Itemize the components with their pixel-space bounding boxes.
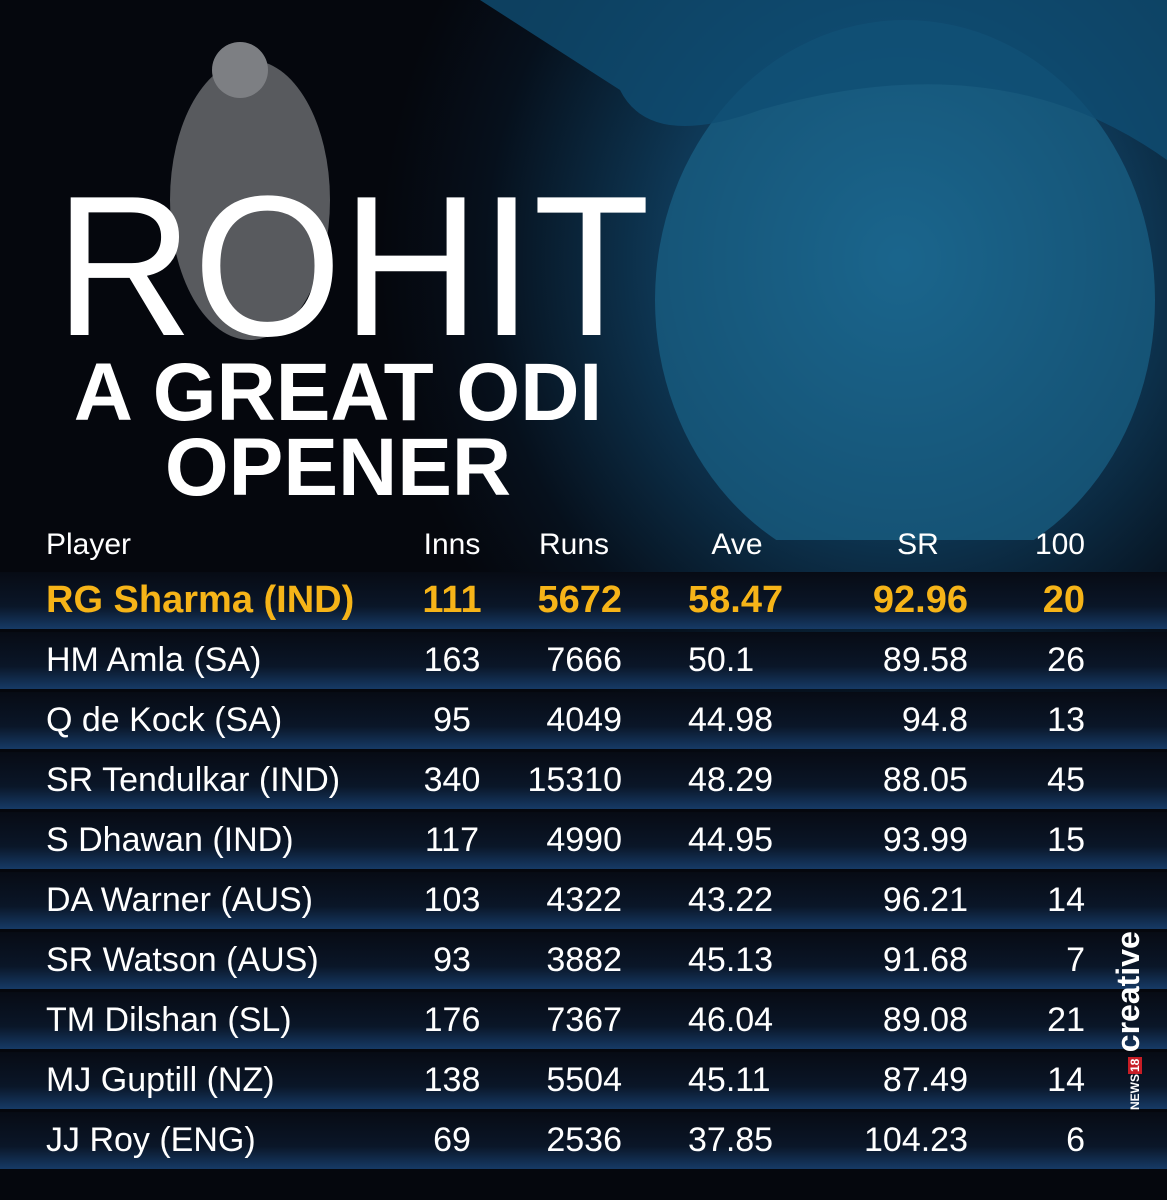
stat-cell: 340 xyxy=(423,761,481,799)
stat-cell: 5672 xyxy=(537,579,622,621)
watermark-news: NEWS xyxy=(1128,1074,1142,1110)
stat-cell: 26 xyxy=(1047,641,1085,679)
stat-cell: 94.8 xyxy=(901,701,968,739)
stat-cell: 44.95 xyxy=(688,821,774,859)
stat-cell: 104.23 xyxy=(864,1121,968,1159)
stat-cell: 111 xyxy=(422,579,482,621)
table-row: SR Watson (AUS) 93 3882 45.13 91.68 7 xyxy=(0,932,1167,989)
table-row: MJ Guptill (NZ) 138 5504 45.11 87.49 14 xyxy=(0,1052,1167,1109)
stat-cell: 13 xyxy=(1047,701,1085,739)
stat-cell: 15 xyxy=(1047,821,1085,859)
table-row: DA Warner (AUS) 103 4322 43.22 96.21 14 xyxy=(0,872,1167,929)
stat-cell: 103 xyxy=(423,881,481,919)
player-photo xyxy=(170,60,330,340)
stat-cell: 3882 xyxy=(546,941,622,979)
stat-cell: 45 xyxy=(1047,761,1085,799)
column-header: SR xyxy=(897,528,939,561)
player-name: RG Sharma (IND) xyxy=(46,579,355,621)
stat-cell: 89.58 xyxy=(882,641,968,679)
stat-cell: 138 xyxy=(423,1061,481,1099)
stat-cell: 4990 xyxy=(546,821,622,859)
subtitle: OPENER xyxy=(165,422,511,513)
stat-cell: 58.47 xyxy=(688,579,784,621)
stat-cell: 95 xyxy=(433,701,471,739)
stat-cell: 96.21 xyxy=(882,881,968,919)
stat-cell: 44.98 xyxy=(688,701,774,739)
stat-cell: 7 xyxy=(1066,941,1085,979)
player-name: SR Tendulkar (IND) xyxy=(46,761,341,799)
table-row: SR Tendulkar (IND) 340 15310 48.29 88.05 45 xyxy=(0,752,1167,809)
stat-cell: 88.05 xyxy=(882,761,968,799)
stat-cell: 176 xyxy=(423,1001,481,1039)
column-header: 100 xyxy=(1034,528,1085,561)
cap-shape xyxy=(480,0,1167,160)
table-row: JJ Roy (ENG) 69 2536 37.85 104.23 6 xyxy=(0,1112,1167,1169)
table-row: TM Dilshan (SL) 176 7367 46.04 89.08 21 xyxy=(0,992,1167,1049)
stat-cell: 37.85 xyxy=(688,1121,774,1159)
stat-cell: 92.96 xyxy=(872,579,968,621)
player-name: SR Watson (AUS) xyxy=(46,941,319,979)
player-name: DA Warner (AUS) xyxy=(46,881,314,919)
watermark-text: creative xyxy=(1110,931,1146,1053)
stat-cell: 5504 xyxy=(546,1061,622,1099)
stat-cell: 93 xyxy=(433,941,471,979)
watermark: NEWS18 creative xyxy=(1110,931,1147,1110)
watermark-number: 18 xyxy=(1128,1056,1142,1074)
column-header: Player xyxy=(46,528,132,561)
stat-cell: 6 xyxy=(1066,1121,1085,1159)
stat-cell: 21 xyxy=(1047,1001,1085,1039)
table-row: Q de Kock (SA) 95 4049 44.98 94.8 13 xyxy=(0,692,1167,749)
stat-cell: 4049 xyxy=(546,701,622,739)
player-name: Q de Kock (SA) xyxy=(46,701,283,739)
table-row: S Dhawan (IND) 117 4990 44.95 93.99 15 xyxy=(0,812,1167,869)
stat-cell: 14 xyxy=(1047,881,1085,919)
stat-cell: 69 xyxy=(433,1121,471,1159)
column-header: Runs xyxy=(538,528,610,561)
stat-cell: 45.11 xyxy=(688,1061,771,1099)
stat-cell: 91.68 xyxy=(882,941,968,979)
portrait-silhouette xyxy=(655,20,1155,540)
stat-cell: 4322 xyxy=(546,881,622,919)
stat-cell: 45.13 xyxy=(688,941,774,979)
player-name: MJ Guptill (NZ) xyxy=(46,1061,275,1099)
stat-cell: 93.99 xyxy=(882,821,968,859)
stat-cell: 87.49 xyxy=(882,1061,968,1099)
stat-cell: 48.29 xyxy=(688,761,774,799)
column-header: Inns xyxy=(423,528,481,561)
stat-cell: 46.04 xyxy=(688,1001,774,1039)
stat-cell: 20 xyxy=(1042,579,1085,621)
stat-cell: 43.22 xyxy=(688,881,774,919)
player-name: HM Amla (SA) xyxy=(46,641,262,679)
stat-cell: 7367 xyxy=(546,1001,622,1039)
table-row: RG Sharma (IND) 111 5672 58.47 92.96 20 xyxy=(0,572,1167,629)
subtitle: A GREAT ODI xyxy=(74,347,602,438)
column-header: Ave xyxy=(711,528,763,561)
stat-cell: 7666 xyxy=(546,641,622,679)
player-name: S Dhawan (IND) xyxy=(46,821,294,859)
stat-cell: 50.1 xyxy=(688,641,755,679)
stat-cell: 117 xyxy=(424,821,480,859)
player-name: TM Dilshan (SL) xyxy=(46,1001,292,1039)
hero: ROHIT A GREAT ODI OPENER xyxy=(55,0,1167,540)
stat-cell: 163 xyxy=(423,641,481,679)
table-row: HM Amla (SA) 163 7666 50.1 89.58 26 xyxy=(0,632,1167,689)
player-name: JJ Roy (ENG) xyxy=(46,1121,256,1159)
player-head xyxy=(212,42,268,98)
stat-cell: 14 xyxy=(1047,1061,1085,1099)
stat-cell: 15310 xyxy=(527,761,622,799)
stat-cell: 89.08 xyxy=(882,1001,968,1039)
stat-cell: 2536 xyxy=(546,1121,622,1159)
title: ROHIT xyxy=(55,155,650,378)
